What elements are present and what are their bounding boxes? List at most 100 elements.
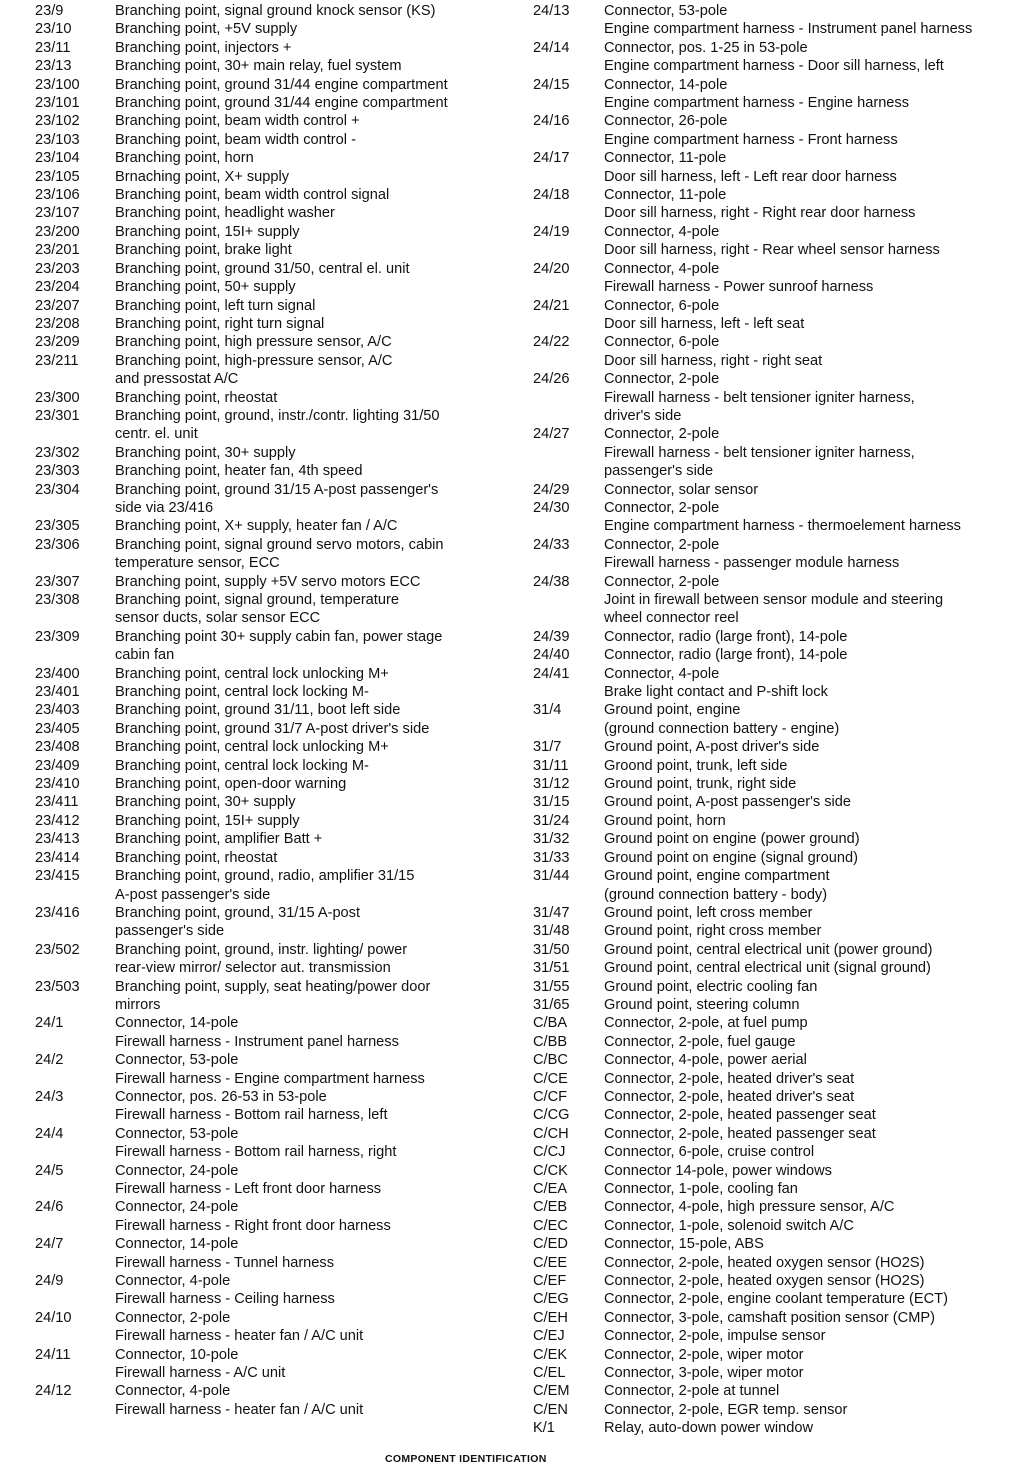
component-description-line: Firewall harness - Bottom rail harness, …	[115, 1144, 397, 1161]
list-item: 24/33 Connector, 2-pole Firewall harness -…	[533, 536, 1029, 573]
list-item: 23/301 Branching point, ground, instr./co…	[35, 407, 517, 444]
component-description: Branching point, 15I+ supply	[115, 223, 517, 241]
component-code: 23/200	[35, 223, 80, 240]
component-description-line: Engine compartment harness - Instrument …	[604, 21, 973, 38]
list-item: 23/416 Branching point, ground, 31/15 A-p…	[35, 904, 517, 941]
component-description-line: Branching point, supply +5V servo motors…	[115, 573, 421, 590]
component-code: C/EK	[533, 1346, 568, 1363]
component-code: 24/10	[35, 1309, 72, 1326]
component-description: Branching point, supply +5V servo motors…	[115, 573, 517, 591]
component-description: Connector, 4-pole, power aerial	[604, 1051, 1029, 1069]
component-description: Connector, 2-pole Engine compartment harn…	[604, 499, 1029, 536]
list-item: 23/410 Branching point, open-door warning	[35, 775, 517, 793]
component-code: C/BA	[533, 1015, 568, 1032]
component-description-line: centr. el. unit	[115, 426, 198, 443]
component-description: Connector, 2-pole, heated driver's seat	[604, 1070, 1029, 1088]
list-item: 23/401 Branching point, central lock lock…	[35, 683, 517, 701]
list-item: 31/15 Ground point, A-post passenger's si…	[533, 793, 1029, 811]
component-description-line: Branching point, beam width control -	[115, 131, 356, 148]
component-code: C/ED	[533, 1236, 568, 1253]
component-description: Branching point, brake light	[115, 241, 517, 259]
component-description: Branching point, ground 31/44 engine com…	[115, 76, 517, 94]
component-description: Branching point, open-door warning	[115, 775, 517, 793]
component-description-line: Firewall harness - passenger module harn…	[604, 555, 900, 572]
component-description: Connector, 4-pole Firewall harness - Powe…	[604, 260, 1029, 297]
list-item: 23/13 Branching point, 30+ main relay, fu…	[35, 57, 517, 75]
component-description-line: Connector, 2-pole	[115, 1309, 231, 1326]
component-description-line: Connector, 2-pole	[604, 426, 720, 443]
list-item: 23/203 Branching point, ground 31/50, cen…	[35, 260, 517, 278]
list-item: 23/105 Brnaching point, X+ supply	[35, 168, 517, 186]
component-code: 31/48	[533, 923, 570, 940]
list-item: 24/26 Connector, 2-pole Firewall harness -…	[533, 370, 1029, 425]
list-item: C/EH Connector, 3-pole, camshaft position…	[533, 1309, 1029, 1327]
component-description: Connector, 4-pole Door sill harness, righ…	[604, 223, 1029, 260]
component-code: 24/2	[35, 1052, 64, 1069]
component-code: C/EN	[533, 1401, 568, 1418]
list-item: 23/400 Branching point, central lock unlo…	[35, 665, 517, 683]
list-item: 23/104 Branching point, horn	[35, 149, 517, 167]
component-description-line: Ground point, trunk, right side	[604, 776, 797, 793]
component-description-line: Connector, 11-pole	[604, 187, 727, 204]
component-code: 23/401	[35, 684, 80, 701]
list-item: 24/19 Connector, 4-pole Door sill harness,…	[533, 223, 1029, 260]
list-item: 24/21 Connector, 6-pole Door sill harness,…	[533, 297, 1029, 334]
list-item: 24/27 Connector, 2-pole Firewall harness -…	[533, 425, 1029, 480]
list-item: 23/208 Branching point, right turn signal	[35, 315, 517, 333]
list-item: C/EG Connector, 2-pole, engine coolant te…	[533, 1290, 1029, 1308]
component-code: 24/27	[533, 426, 570, 443]
component-description-line: Connector, radio (large front), 14-pole	[604, 647, 848, 664]
list-item: 24/22 Connector, 6-pole Door sill harness,…	[533, 333, 1029, 370]
component-description: Branching point, rheostat	[115, 849, 517, 867]
component-description: Branching point, heater fan, 4th speed	[115, 462, 517, 480]
component-code: 24/13	[533, 3, 570, 19]
component-code: 24/14	[533, 39, 570, 56]
component-description: Ground point, steering column	[604, 996, 1029, 1014]
component-description-line: Branching point, rheostat	[115, 849, 278, 866]
component-description-line: Branching point, horn	[115, 150, 254, 167]
component-description-line: Connector, 2-pole, heated driver's seat	[604, 1070, 855, 1087]
component-description-line: Branching point, left turn signal	[115, 297, 316, 314]
component-code: 23/303	[35, 463, 80, 480]
component-code: 24/15	[533, 76, 570, 93]
component-code: 23/308	[35, 592, 80, 608]
list-item: 24/1 Connector, 14-pole Firewall harness -…	[35, 1014, 517, 1051]
component-description-line: Branching point, amplifier Batt +	[115, 831, 323, 848]
list-item: 23/414 Branching point, rheostat	[35, 849, 517, 867]
component-code: 31/33	[533, 849, 570, 866]
list-item: 23/304 Branching point, ground 31/15 A-po…	[35, 481, 517, 518]
component-code: C/EE	[533, 1254, 568, 1271]
component-code: 23/416	[35, 904, 80, 921]
component-description-line: Ground point, engine	[604, 702, 741, 719]
list-item: 23/411 Branching point, 30+ supply	[35, 793, 517, 811]
component-description-line: Connector, 2-pole	[604, 573, 720, 590]
list-item: C/EF Connector, 2-pole, heated oxygen sen…	[533, 1272, 1029, 1290]
list-item: 23/211 Branching point, high-pressure sen…	[35, 352, 517, 389]
component-code: 24/39	[533, 628, 570, 645]
component-description-line: Connector, 24-pole	[115, 1199, 239, 1216]
component-description-line: Connector, 2-pole, heated oxygen sensor …	[604, 1254, 925, 1271]
component-description: Branching point, beam width control -	[115, 131, 517, 149]
component-code: 24/29	[533, 481, 570, 498]
component-description-line: Connector, 14-pole	[604, 76, 728, 93]
list-item: 24/10 Connector, 2-pole Firewall harness -…	[35, 1309, 517, 1346]
list-item: K/1 Relay, auto-down power window	[533, 1419, 1029, 1437]
component-description: Connector, radio (large front), 14-pole	[604, 628, 1029, 646]
component-description-line: Connector, 2-pole at tunnel	[604, 1383, 780, 1400]
list-item: 23/303 Branching point, heater fan, 4th s…	[35, 462, 517, 480]
list-item: C/BA Connector, 2-pole, at fuel pump	[533, 1014, 1029, 1032]
list-item: 23/413 Branching point, amplifier Batt +	[35, 830, 517, 848]
component-description-line: Firewall harness - A/C unit	[115, 1365, 286, 1382]
component-description-line: Branching point, 30+ supply	[115, 444, 296, 461]
component-description: Connector, 2-pole Firewall harness - heat…	[115, 1309, 517, 1346]
component-code: 24/19	[533, 223, 570, 240]
list-item: 31/47 Ground point, left cross member	[533, 904, 1029, 922]
list-item: 24/9 Connector, 4-pole Firewall harness - …	[35, 1272, 517, 1309]
component-description: Branching point, ground, 31/15 A-post pas…	[115, 904, 517, 941]
component-description-line: Door sill harness, right - right seat	[604, 352, 823, 369]
component-code: 23/101	[35, 95, 80, 112]
component-description: Ground point, central electrical unit (s…	[604, 959, 1029, 977]
component-description: Connector, 4-pole Brake light contact and…	[604, 665, 1029, 702]
component-code: C/CH	[533, 1125, 569, 1142]
component-code: 23/203	[35, 260, 80, 277]
